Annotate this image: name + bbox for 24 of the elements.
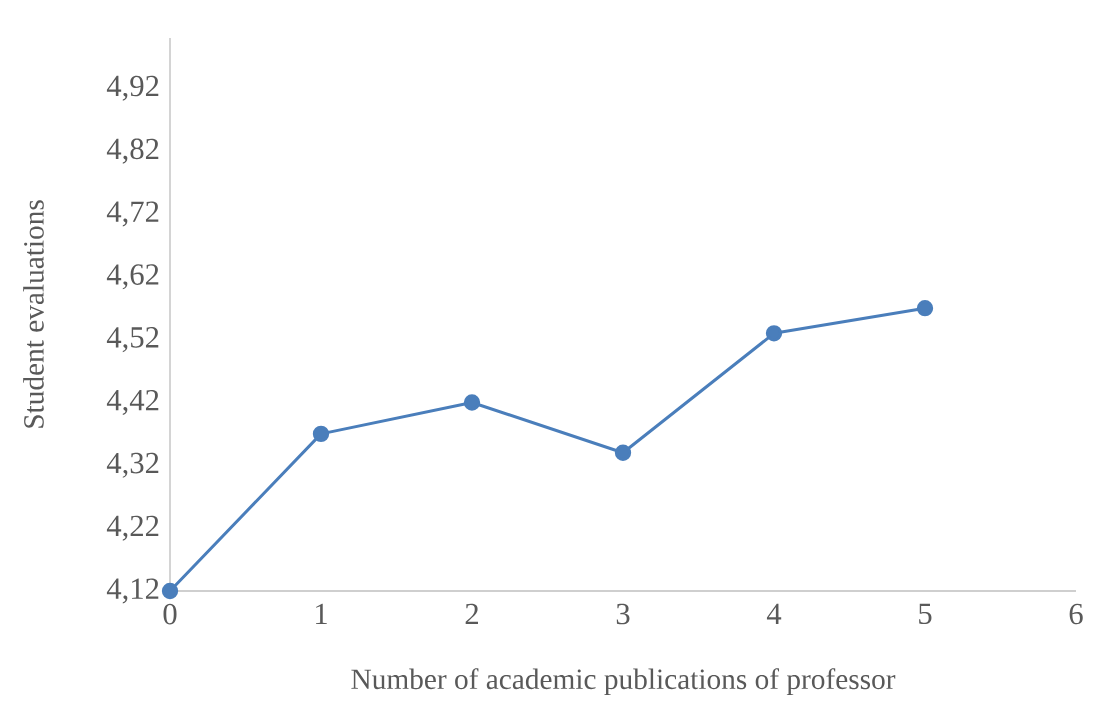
x-tick-label: 2 <box>465 603 478 624</box>
x-tick-label: 5 <box>919 603 932 625</box>
y-tick-label: 4,72 <box>106 201 159 227</box>
y-tick-label: 4,82 <box>106 138 159 164</box>
y-axis-title: Student evaluations <box>23 200 44 428</box>
x-tick-label: 1 <box>316 603 327 624</box>
y-tick-label: 4,22 <box>106 515 159 541</box>
x-tick-label: 3 <box>616 603 630 625</box>
point <box>765 325 783 342</box>
y-tick-label: 4,52 <box>106 327 159 353</box>
y-tick-label: 4,12 <box>106 578 159 604</box>
point <box>614 444 632 461</box>
x-axis-title: Number of academic publications of professor <box>351 668 896 696</box>
x-tick-label: 4 <box>766 603 782 624</box>
point <box>916 300 934 317</box>
point <box>161 582 179 600</box>
y-tick-label: 4,92 <box>106 75 159 101</box>
x-tick-label: 6 <box>1069 603 1083 625</box>
x-tick-label: 0 <box>163 603 177 625</box>
y-tick-label: 4,62 <box>106 264 159 290</box>
point <box>312 425 330 443</box>
y-tick-label: 4,42 <box>106 389 159 415</box>
y-tick-label: 4,32 <box>106 452 159 478</box>
point <box>463 394 481 411</box>
